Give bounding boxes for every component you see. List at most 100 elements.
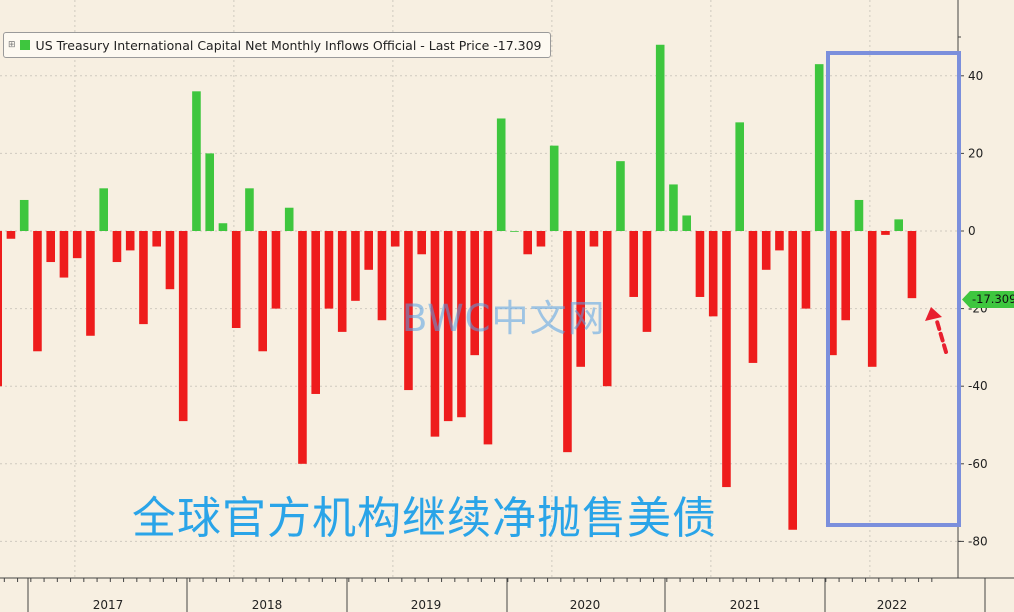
bar (682, 215, 691, 231)
bar (669, 184, 678, 231)
bar-series (0, 44, 917, 530)
caption: 全球官方机构继续净抛售美债 (132, 493, 717, 544)
bar (33, 231, 42, 352)
bar (510, 231, 519, 232)
bar (112, 231, 122, 263)
bar (364, 231, 373, 270)
bar (258, 231, 267, 352)
x-tick-label: 2019 (411, 598, 442, 612)
bar (616, 161, 625, 231)
bar (722, 231, 731, 488)
bar (125, 231, 135, 251)
bar (457, 231, 466, 418)
bar (788, 231, 797, 530)
bar (152, 231, 161, 247)
x-axis: 2017 2018 2019 2020 2021 2022 (0, 577, 1014, 612)
arrow-shaft (934, 316, 948, 354)
arrow-head (925, 307, 942, 321)
bar (430, 231, 440, 437)
bar (284, 207, 294, 231)
bar (298, 231, 307, 464)
bar (801, 231, 811, 309)
y-tick-label: -80 (968, 534, 988, 548)
bar (629, 231, 638, 297)
y-tick-label: 40 (968, 69, 983, 83)
bar (881, 231, 890, 235)
bar (324, 231, 334, 309)
y-tick-label: -40 (968, 379, 988, 393)
bar (205, 153, 214, 231)
bar (165, 231, 175, 290)
bar (894, 219, 903, 231)
bar (748, 231, 758, 363)
bar (549, 145, 559, 231)
bar (417, 231, 426, 255)
bar (6, 231, 16, 239)
bar (854, 199, 864, 231)
bar (72, 231, 82, 259)
bar (523, 231, 532, 255)
y-tick-label: 0 (968, 224, 976, 238)
bar (708, 231, 718, 317)
bar (496, 118, 506, 231)
bar (589, 231, 599, 247)
bar (139, 231, 148, 325)
watermark: BWC中文网 (402, 297, 606, 340)
bar (351, 231, 360, 301)
legend-last-value: -17.309 (493, 37, 542, 53)
bar (483, 231, 493, 445)
legend-swatch (19, 40, 30, 50)
bar (695, 231, 705, 297)
bar (841, 231, 850, 321)
bar (602, 231, 612, 387)
bar (390, 231, 400, 247)
bar (311, 231, 320, 394)
arrow-icon (925, 307, 948, 354)
bar (907, 231, 917, 299)
bar (404, 231, 413, 391)
bar (178, 231, 188, 422)
bar (563, 231, 572, 453)
bar (218, 223, 228, 231)
x-tick-label: 2020 (570, 598, 601, 612)
bar (0, 231, 3, 387)
last-price-tag: -17.309 (962, 291, 1014, 308)
bar (642, 231, 652, 332)
bar (46, 231, 55, 263)
legend-series-name: US Treasury International Capital Net Mo… (35, 37, 490, 53)
highlight-box (826, 51, 961, 527)
bar (86, 231, 95, 336)
y-tick-label: 20 (968, 146, 983, 160)
x-tick-label: 2018 (252, 598, 283, 612)
x-tick-label: 2022 (877, 598, 908, 612)
grid-lines (0, 0, 958, 578)
bar (828, 231, 837, 356)
bar (231, 231, 241, 328)
bar (443, 231, 453, 422)
bar (377, 231, 387, 321)
bar (576, 231, 585, 367)
bar (775, 231, 784, 251)
bar (470, 231, 479, 356)
bar (655, 44, 665, 232)
x-tick-label: 2021 (730, 598, 761, 612)
bar (19, 199, 29, 231)
bar (245, 188, 254, 231)
bar (271, 231, 281, 309)
bar (59, 231, 69, 278)
y-tick-label: -60 (968, 457, 988, 471)
expand-icon[interactable]: ⊞ (8, 40, 16, 50)
bar (337, 231, 347, 332)
bar (192, 91, 201, 231)
highlight-rect (826, 51, 961, 527)
bar (814, 64, 824, 231)
bar (536, 231, 546, 247)
bar (99, 188, 108, 231)
bar (867, 231, 877, 367)
bar (761, 231, 771, 270)
x-tick-label: 2017 (93, 598, 124, 612)
bar (735, 122, 744, 231)
legend: ⊞ US Treasury International Capital Net … (3, 32, 551, 58)
